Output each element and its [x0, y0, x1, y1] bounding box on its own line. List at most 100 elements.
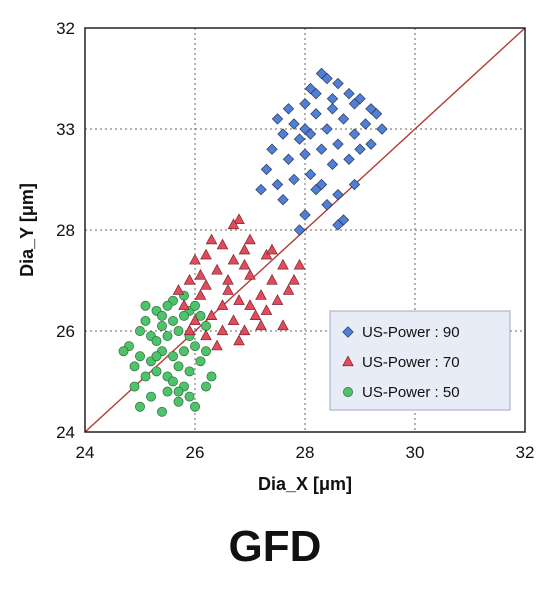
data-point — [299, 209, 311, 221]
data-point — [190, 341, 200, 352]
legend-label: US-Power : 50 — [362, 384, 460, 401]
series-diamond — [255, 67, 388, 236]
data-point — [293, 224, 306, 236]
data-point — [189, 253, 201, 265]
data-point — [277, 194, 289, 206]
data-point — [244, 233, 256, 245]
data-point — [216, 299, 229, 310]
data-point — [238, 243, 251, 255]
x-tick-label: 24 — [76, 443, 95, 462]
data-point — [277, 128, 289, 140]
data-point — [173, 361, 184, 372]
data-point — [277, 258, 289, 270]
data-point — [227, 218, 240, 230]
data-point — [321, 72, 333, 85]
data-point — [348, 128, 361, 140]
data-point — [173, 396, 184, 407]
data-point — [129, 381, 140, 392]
data-point — [157, 406, 167, 417]
data-point — [343, 153, 355, 165]
data-point — [146, 391, 156, 402]
data-point — [183, 324, 196, 336]
data-point — [315, 143, 328, 155]
data-point — [173, 386, 184, 397]
figure-caption: GFD — [228, 522, 322, 571]
legend-label: US-Power : 90 — [362, 324, 460, 341]
x-tick-labels: 24 26 28 30 32 — [76, 443, 535, 462]
legend-box — [329, 310, 511, 411]
legend-label: US-Power : 70 — [362, 354, 460, 371]
data-point — [151, 351, 162, 362]
data-point — [255, 183, 267, 196]
data-point — [370, 108, 383, 120]
data-point — [162, 300, 173, 311]
data-point — [168, 351, 178, 362]
data-point — [255, 319, 267, 331]
data-point — [343, 87, 355, 100]
data-point — [244, 268, 256, 280]
data-point — [348, 178, 361, 191]
data-point — [233, 334, 245, 346]
data-point — [271, 294, 284, 305]
data-point — [162, 386, 173, 397]
data-point — [348, 98, 361, 110]
data-point — [332, 188, 344, 201]
data-point — [189, 314, 201, 326]
data-point — [201, 346, 211, 357]
data-point — [321, 123, 333, 135]
data-point — [271, 113, 284, 125]
data-point — [200, 248, 212, 260]
data-point — [244, 299, 256, 310]
data-point — [299, 123, 311, 135]
data-point — [321, 199, 333, 211]
x-tick-label: 28 — [296, 443, 315, 462]
data-point — [266, 243, 278, 255]
data-point — [238, 258, 251, 270]
data-point — [359, 118, 372, 130]
data-point — [260, 163, 273, 176]
data-point — [140, 371, 151, 382]
data-point — [227, 314, 240, 326]
legend-marker-diamond — [342, 326, 354, 338]
data-point — [310, 108, 322, 120]
data-point — [190, 401, 200, 412]
data-point — [293, 258, 306, 270]
data-point — [211, 263, 223, 275]
data-point — [299, 148, 311, 160]
data-point — [135, 351, 145, 362]
data-point — [337, 113, 350, 125]
data-point — [173, 326, 184, 336]
data-point — [255, 289, 267, 300]
plot-frame — [84, 27, 526, 433]
y-tick-label: 32 — [56, 19, 75, 38]
data-point — [162, 331, 173, 341]
y-tick-label: 26 — [56, 322, 75, 341]
data-point — [332, 138, 344, 150]
legend-marker-circle — [343, 387, 353, 397]
data-point — [135, 401, 145, 412]
data-point — [200, 329, 212, 341]
x-tick-label: 32 — [516, 443, 535, 462]
data-point — [200, 279, 212, 290]
data-point — [315, 178, 328, 191]
data-point — [310, 87, 322, 100]
data-point — [194, 268, 207, 280]
data-point — [238, 324, 251, 336]
data-point — [332, 77, 344, 90]
data-point — [216, 238, 229, 250]
legend: US-Power : 90 US-Power : 70 US-Power : 50 — [329, 310, 511, 411]
data-point — [129, 361, 140, 372]
data-point — [299, 98, 311, 110]
data-point — [277, 319, 289, 331]
data-point — [179, 346, 189, 357]
data-point — [151, 336, 162, 347]
data-point — [271, 178, 284, 191]
data-point — [266, 143, 278, 155]
data-point — [195, 310, 206, 321]
data-point — [365, 138, 377, 150]
y-tick-labels: 24 26 28 33 32 — [56, 19, 75, 442]
data-point — [190, 300, 200, 311]
data-point — [222, 284, 234, 295]
data-point — [233, 213, 245, 225]
data-points — [118, 67, 388, 417]
